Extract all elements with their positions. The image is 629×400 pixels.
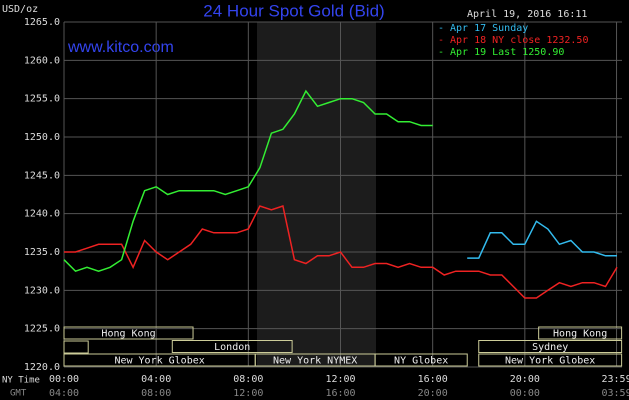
x2-tick-label: 20:00 [418, 388, 448, 399]
session-label: NY Globex [394, 356, 448, 367]
session-box [63, 326, 194, 340]
x-axis-label: NY Time [2, 376, 40, 386]
x2-tick-label: 04:00 [49, 388, 79, 399]
chart-title: 24 Hour Spot Gold (Bid) [203, 1, 384, 20]
session-label: New York Globex [114, 356, 204, 367]
legend-label: Apr 17 Sunday [450, 23, 528, 34]
price-line [64, 205, 618, 299]
price-line [467, 220, 617, 259]
x-tick-label: 04:00 [141, 374, 171, 385]
x2-axis-label: GMT [10, 389, 27, 399]
y-tick-label: 1225.0 [24, 324, 60, 335]
x2-tick-label: 16:00 [325, 388, 355, 399]
session-box [374, 353, 468, 367]
x-tick-label: 16:00 [418, 374, 448, 385]
session-label: New York NYMEX [273, 356, 357, 367]
session-label: Sydney [532, 342, 568, 353]
unit-label: USD/oz [2, 4, 38, 15]
x-tick-label: 08:00 [233, 374, 263, 385]
y-tick-label: 1230.0 [24, 285, 60, 296]
x-tick-label: 00:00 [49, 374, 79, 385]
source: www.kitco.com [67, 39, 174, 56]
y-tick-label: 1265.0 [24, 17, 60, 28]
grid [63, 21, 622, 368]
session-box [63, 340, 89, 354]
x-tick-label: 23:59 [601, 374, 629, 385]
y-tick-label: 1250.0 [24, 132, 60, 143]
y-tick-label: 1260.0 [24, 55, 60, 66]
x-tick-label: 12:00 [325, 374, 355, 385]
session-label: Hong Kong [101, 329, 155, 340]
legend-label: Apr 18 NY close 1232.50 [450, 35, 588, 46]
x2-tick-label: 12:00 [233, 388, 263, 399]
x2-tick-label: 08:00 [141, 388, 171, 399]
y-tick-label: 1220.0 [24, 362, 60, 373]
nymex-shade [257, 22, 376, 367]
session-box [478, 340, 623, 353]
x2-tick-label: 03:59 [601, 388, 629, 399]
session-label: New York Globex [505, 356, 595, 367]
legend-marker: - [438, 35, 444, 46]
session-box [538, 326, 623, 340]
timestamp: April 19, 2016 16:11 [467, 9, 587, 20]
legend-marker: - [438, 47, 444, 58]
y-tick-label: 1240.0 [24, 209, 60, 220]
y-tick-label: 1245.0 [24, 170, 60, 181]
legend-label: Apr 19 Last 1250.90 [450, 47, 564, 58]
session-box [478, 353, 623, 367]
x2-tick-label: 00:00 [510, 388, 540, 399]
session-box [171, 340, 293, 353]
session-label: Hong Kong [553, 329, 607, 340]
price-line [63, 89, 433, 273]
session-label: London [214, 342, 250, 353]
y-tick-label: 1255.0 [24, 94, 60, 105]
x-tick-label: 20:00 [510, 374, 540, 385]
legend-marker: - [438, 23, 444, 34]
y-tick-label: 1235.0 [24, 247, 60, 258]
